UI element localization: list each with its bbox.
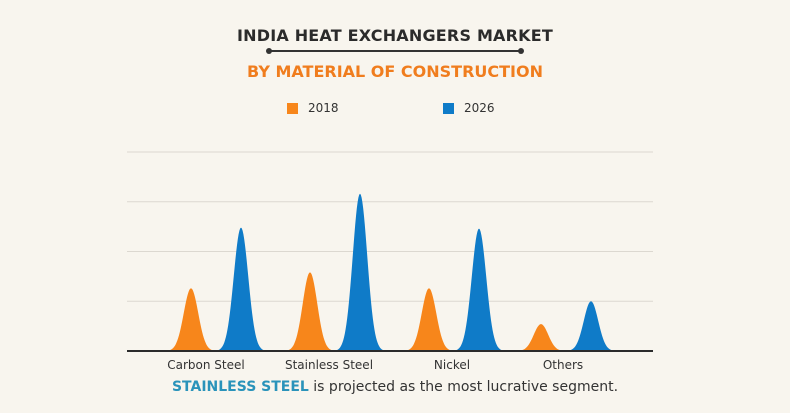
peak-2018-others [517, 324, 565, 351]
legend-item-2018: 2018 [287, 101, 339, 115]
legend-item-2026: 2026 [443, 101, 495, 115]
legend-swatch-2026 [443, 102, 454, 114]
peak-2026-carbon-steel [217, 227, 265, 351]
legend-label-2026: 2026 [464, 101, 495, 115]
peak-2026-stainless-steel [336, 193, 384, 351]
peak-2026-nickel [455, 228, 503, 351]
legend-label-2018: 2018 [308, 101, 339, 115]
x-tick-label: Stainless Steel [285, 358, 373, 372]
footer-note: STAINLESS STEEL is projected as the most… [0, 379, 790, 395]
peak-2018-nickel [405, 288, 453, 351]
chart-title: INDIA HEAT EXCHANGERS MARKET [236, 26, 554, 45]
peak-2018-stainless-steel [286, 272, 334, 351]
footer-highlight: STAINLESS STEEL [171, 379, 309, 395]
title-divider [266, 48, 524, 54]
x-tick-label: Others [543, 358, 583, 372]
x-tick-label: Carbon Steel [167, 358, 244, 372]
chart-subtitle: BY MATERIAL OF CONSTRUCTION [247, 62, 543, 81]
legend-swatch-2018 [287, 102, 298, 114]
footer-text: is projected as the most lucrative segme… [308, 379, 619, 395]
peak-2018-carbon-steel [167, 288, 215, 351]
x-tick-label: Nickel [434, 358, 470, 372]
peak-2026-others [567, 301, 615, 351]
